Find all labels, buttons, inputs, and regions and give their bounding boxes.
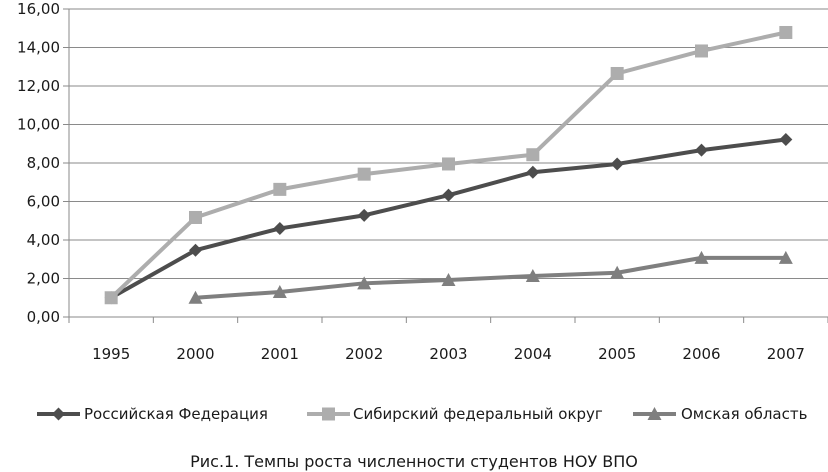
triangle-marker (778, 250, 793, 264)
x-tick-label: 2007 (767, 345, 805, 363)
diamond-marker (442, 188, 455, 202)
triangle-marker (694, 250, 709, 264)
square-marker (526, 148, 540, 162)
square-marker (357, 167, 371, 181)
legend-entry: Сибирский федеральный округ (307, 405, 603, 423)
x-tick-label: 2004 (514, 345, 552, 363)
triangle-marker (357, 276, 372, 290)
x-tick-label: 2006 (682, 345, 720, 363)
square-marker (779, 25, 793, 39)
y-tick-label: 4,00 (27, 231, 60, 249)
series-2 (104, 25, 793, 305)
x-tick-label: 2000 (176, 345, 214, 363)
series-3 (188, 250, 793, 304)
legend-label: Омская область (681, 405, 807, 423)
diamond-marker (779, 133, 793, 147)
square-marker (273, 182, 287, 196)
x-tick-label: 2002 (345, 345, 383, 363)
square-marker (104, 291, 118, 305)
square-marker (442, 157, 455, 171)
series-lines (104, 25, 793, 305)
triangle-marker (272, 284, 287, 298)
x-tick-label: 2005 (598, 345, 636, 363)
legend-label: Сибирский федеральный округ (353, 405, 603, 423)
square-marker (189, 210, 202, 224)
x-tick-label: 2001 (261, 345, 299, 363)
x-tick-label: 2003 (429, 345, 467, 363)
diamond-marker (610, 157, 624, 171)
triangle-marker (188, 290, 203, 304)
diamond-marker (357, 208, 371, 222)
y-tick-label: 12,00 (17, 77, 60, 95)
axes: 0,00 2,00 4,00 6,00 8,00 10,00 12,00 14,00 16,00… (17, 0, 828, 363)
y-tick-label: 0,00 (27, 308, 60, 326)
diamond-marker (52, 407, 65, 421)
square-marker (322, 407, 335, 421)
x-tick-label: 1995 (92, 345, 130, 363)
square-marker (610, 66, 624, 80)
diamond-marker (273, 221, 287, 235)
triangle-marker (610, 265, 625, 279)
y-tick-label: 10,00 (17, 116, 60, 134)
y-tick-label: 16,00 (17, 0, 60, 18)
y-tick-label: 2,00 (27, 270, 60, 288)
legend-entry: Омская область (633, 405, 807, 423)
y-tick-label: 6,00 (27, 193, 60, 211)
diamond-marker (189, 243, 202, 257)
series-line (195, 255, 786, 300)
legend-entry: Российская Федерация (37, 405, 268, 423)
y-tick-label: 8,00 (27, 154, 60, 172)
y-tick-label: 14,00 (17, 39, 60, 57)
legend: Российская Федерация Сибирский федеральны… (37, 405, 807, 423)
diamond-marker (526, 165, 540, 179)
triangle-marker (441, 273, 456, 287)
triangle-marker (525, 268, 540, 282)
triangle-marker (647, 407, 662, 420)
square-marker (695, 44, 708, 58)
diamond-marker (695, 143, 708, 157)
figure-caption: Рис.1. Темпы роста численности студентов… (190, 452, 638, 471)
legend-label: Российская Федерация (84, 405, 268, 423)
